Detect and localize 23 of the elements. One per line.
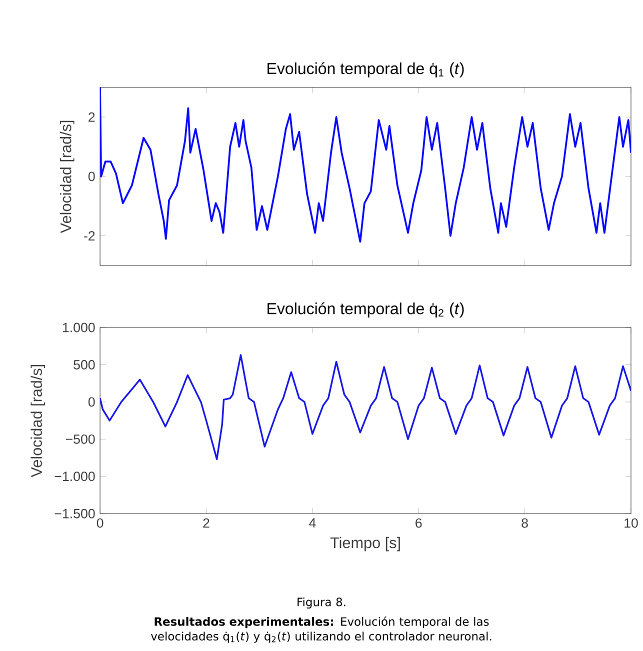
y-tick-label: −1.000 <box>54 472 95 482</box>
y-tick-label: −1.500 <box>54 508 95 518</box>
y-tick-label: −500 <box>66 434 95 444</box>
y-tick-label: 500 <box>74 360 95 370</box>
y-tick-label: 2 <box>88 112 95 122</box>
line-series <box>100 354 631 460</box>
chart-title: Evolución temporal de q̇$_{2}$ (t) <box>268 302 464 318</box>
y-tick-label: 1.000 <box>62 322 95 332</box>
x-tick-label: 2 <box>203 518 210 528</box>
y-tick-label: 0 <box>88 397 95 407</box>
y-tick-label: -2 <box>84 231 95 240</box>
y-axis-title: Velocidad [rad/s] <box>60 120 74 234</box>
x-tick-label: 10 <box>624 518 638 528</box>
x-axis-title: Tiempo [s] <box>330 536 400 552</box>
text: Figura 8. <box>298 597 346 609</box>
chart-title: Evolución temporal de q̇$_{1}$ (t) <box>268 62 464 78</box>
x-tick-label: 6 <box>416 518 422 528</box>
text: Resultados experimentales: Evolución temporal de las velocidades q̇$_{1}$(t) y q̇$_{2}$(t) utilizando el controlador neuronal. <box>150 616 492 643</box>
x-tick-label: 8 <box>522 518 528 528</box>
y-tick-label: 0 <box>88 172 95 182</box>
x-tick-label: 4 <box>309 518 316 528</box>
x-tick-label: 0 <box>96 518 104 528</box>
y-axis-title: Velocidad [rad/s] <box>30 364 45 478</box>
